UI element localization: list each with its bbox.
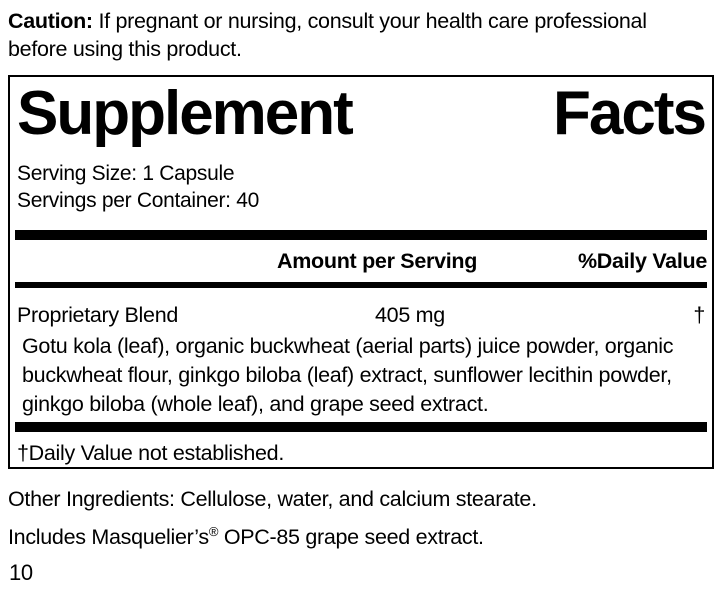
- registered-trademark-symbol: ®: [208, 523, 219, 539]
- daily-value-footnote: †Daily Value not established.: [17, 441, 284, 465]
- includes-suffix: OPC-85 grape seed extract.: [218, 525, 484, 549]
- ingredient-daily-value: †: [693, 303, 705, 327]
- page-number: 10: [9, 560, 33, 585]
- daily-value-header: %Daily Value: [577, 249, 707, 273]
- caution-label: Caution:: [8, 9, 93, 33]
- blend-description-line-2: buckwheat flour, ginkgo biloba (leaf) ex…: [22, 363, 672, 387]
- supplement-facts-panel: Supplement Facts Serving Size: 1 Capsule…: [8, 75, 714, 469]
- ingredient-amount: 405 mg: [375, 303, 445, 327]
- other-ingredients: Other Ingredients: Cellulose, water, and…: [8, 487, 537, 511]
- serving-size: Serving Size: 1 Capsule: [17, 162, 235, 185]
- divider-bar-bottom: [15, 422, 707, 432]
- ingredient-name: Proprietary Blend: [17, 303, 179, 327]
- panel-title-word-2: Facts: [553, 79, 707, 148]
- includes-prefix: Includes Masquelier’s: [8, 525, 209, 549]
- column-headers: Amount per Serving %Daily Value: [15, 246, 707, 276]
- panel-title: Supplement Facts: [15, 77, 707, 153]
- blend-description: Gotu kola (leaf), organic buckwheat (aer…: [15, 332, 707, 419]
- panel-title-word-1: Supplement: [17, 79, 354, 148]
- divider-bar-top: [15, 230, 707, 240]
- caution-paragraph: Caution: If pregnant or nursing, consult…: [8, 7, 647, 63]
- caution-text-1: If pregnant or nursing, consult your hea…: [98, 9, 647, 33]
- serving-info: Serving Size: 1 Capsule Servings per Con…: [15, 160, 707, 214]
- blend-description-line-1: Gotu kola (leaf), organic buckwheat (aer…: [22, 334, 674, 358]
- caution-text-2: before using this product.: [8, 37, 242, 61]
- servings-per-container: Servings per Container: 40: [17, 189, 260, 212]
- divider-rule-header: [15, 282, 707, 288]
- caution-line-1: Caution: If pregnant or nursing, consult…: [8, 7, 647, 35]
- amount-per-serving-header: Amount per Serving: [277, 249, 478, 273]
- blend-description-line-3: ginkgo biloba (whole leaf), and grape se…: [22, 392, 489, 416]
- table-row: Proprietary Blend 405 mg †: [15, 302, 707, 329]
- includes-statement: Includes Masquelier’s® OPC-85 grape seed…: [8, 523, 484, 551]
